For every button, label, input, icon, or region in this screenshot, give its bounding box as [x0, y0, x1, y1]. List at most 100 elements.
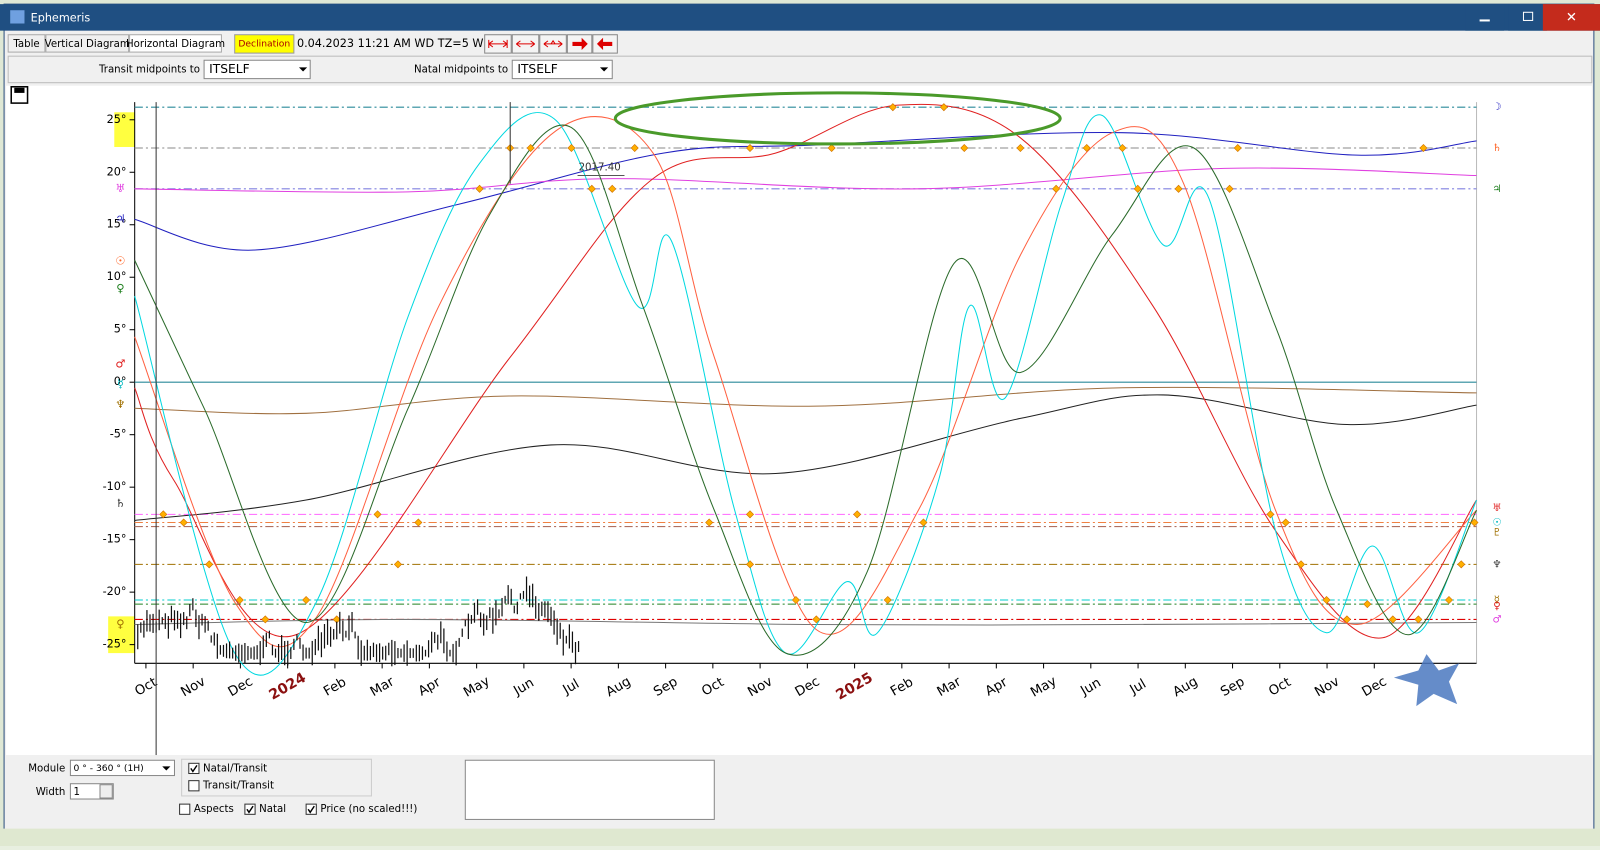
highlight — [114, 112, 135, 147]
planet-curve — [134, 132, 1477, 251]
dropdown-arrow — [600, 67, 609, 72]
planet-glyph: ♃ — [1492, 184, 1501, 195]
planet-glyph: ♅ — [1492, 503, 1501, 514]
planet-glyph: ♆ — [1492, 559, 1501, 570]
aspect-marker — [1233, 143, 1242, 153]
aspect-marker — [1133, 184, 1142, 193]
planet-glyph: ☉ — [115, 254, 125, 267]
declination-label: Declination — [238, 38, 290, 49]
aspect-marker — [567, 143, 576, 153]
datetime: 0.04.2023 11:21 AM WD — [297, 37, 434, 50]
natal-midpoints-select[interactable] — [511, 59, 613, 80]
aspect-marker — [791, 596, 800, 605]
price-label: 2017.40 — [579, 162, 621, 173]
tab[interactable] — [7, 34, 46, 53]
back-icon — [596, 37, 613, 51]
y-tick-label: -20° — [103, 585, 127, 598]
checkbox[interactable] — [188, 780, 200, 792]
aspect-marker — [939, 103, 948, 112]
checkbox[interactable] — [188, 762, 200, 775]
arrow-icon — [543, 39, 563, 48]
planet-glyph: ♀ — [1493, 601, 1500, 612]
planet-curve — [134, 394, 1477, 521]
close-icon: ✕ — [1566, 10, 1577, 25]
window-title: Ephemeris — [31, 11, 91, 24]
y-tick-label: 20° — [107, 165, 127, 178]
aspect-marker — [1457, 560, 1466, 569]
aspect-marker — [745, 560, 755, 569]
info-box — [464, 759, 715, 820]
aspect-marker — [205, 560, 214, 569]
planet-curve — [134, 124, 1477, 656]
checkboxes: Natal/Transit Transit/Transit Aspects Natal… — [179, 762, 417, 815]
planet-curve — [134, 112, 1477, 676]
x-tick-label: Jul — [560, 677, 582, 698]
planet-glyph: ☉ — [1492, 517, 1501, 528]
timezone: TZ=5 W — [437, 37, 484, 50]
planet-glyph: ♂ — [115, 357, 125, 370]
aspect-marker — [1342, 615, 1351, 624]
planet-glyph: ♄ — [1492, 143, 1501, 154]
transit-midpoints-select[interactable] — [203, 59, 311, 80]
checkbox-label: Natal/Transit — [203, 763, 267, 774]
y-tick-label: 10° — [107, 270, 127, 283]
module-value: 0 ° - 360 ° (1H) — [73, 763, 143, 774]
highlight — [108, 616, 135, 654]
maximize-button[interactable] — [1508, 4, 1547, 31]
aspect-marker — [1419, 143, 1428, 153]
tab[interactable] — [45, 34, 130, 53]
planet-glyph: ♀ — [116, 618, 124, 631]
minimize-button[interactable] — [1465, 4, 1505, 31]
checkbox[interactable] — [179, 803, 191, 815]
planet-glyph: ☿ — [1494, 595, 1500, 606]
aspect-marker — [414, 518, 423, 527]
aspect-marker — [812, 615, 821, 624]
module-label: Module — [28, 763, 65, 774]
aspect-marker — [1388, 615, 1397, 624]
aspect-marker — [1082, 143, 1091, 153]
module-select[interactable] — [69, 759, 175, 777]
aspect-marker — [1266, 510, 1275, 519]
declination-button[interactable] — [234, 34, 295, 54]
aspect-marker — [1225, 184, 1234, 193]
arrow-icon — [488, 39, 508, 49]
y-tick-label: -10° — [103, 480, 127, 493]
x-tick-label: Jul — [1127, 677, 1149, 698]
aspect-marker — [475, 184, 484, 193]
y-tick-label: 5° — [114, 323, 127, 336]
aspect-marker — [1281, 518, 1290, 527]
planet-glyph: ♀ — [116, 282, 124, 295]
spinner[interactable] — [99, 784, 113, 799]
aspect-marker — [888, 103, 897, 112]
aspect-marker — [608, 184, 617, 193]
checkbox-label: Aspects — [194, 804, 234, 815]
y-tick-label: -25° — [103, 638, 127, 651]
aspect-marker — [1174, 184, 1183, 193]
aspect-marker — [393, 560, 402, 569]
tab-label: Table — [12, 39, 39, 50]
aspect-marker — [1118, 143, 1127, 153]
planet-curve — [134, 116, 1477, 648]
aspect-marker — [1297, 560, 1306, 569]
aspect-marker — [1322, 596, 1331, 605]
aspect-marker — [745, 143, 755, 153]
close-button[interactable] — [1542, 4, 1600, 31]
tab-label: Vertical Diagram — [45, 39, 130, 50]
planet-glyph: ♂ — [1492, 614, 1501, 625]
aspect-marker — [1363, 600, 1372, 609]
y-tick-label: 0° — [114, 375, 127, 388]
checkbox[interactable] — [244, 803, 256, 815]
tab[interactable] — [129, 34, 222, 53]
aspect-marker — [179, 518, 188, 527]
planet-glyph: ☽ — [1492, 102, 1501, 113]
bottom-panel — [6, 755, 1592, 827]
checkbox[interactable] — [305, 803, 317, 815]
width-label: Width — [36, 787, 66, 798]
aspect-marker — [919, 518, 928, 527]
transit-midpoints-label: Transit midpoints to — [98, 64, 200, 75]
y-tick-label: 25° — [107, 113, 127, 126]
y-tick-label: -5° — [110, 428, 127, 441]
aspect-marker — [1444, 596, 1453, 605]
